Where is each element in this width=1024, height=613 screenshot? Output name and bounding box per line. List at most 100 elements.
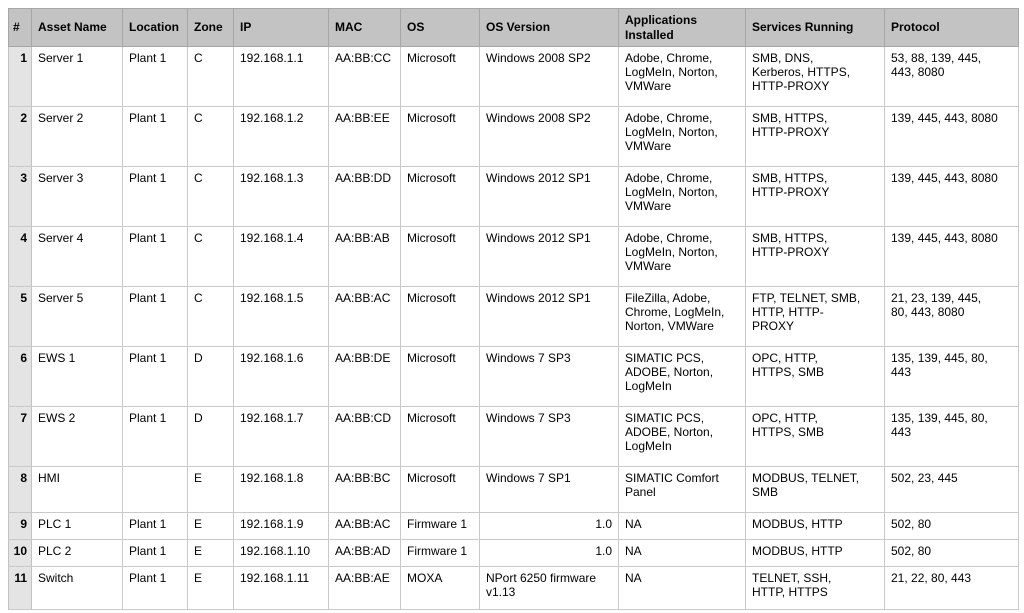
- table-header: # Asset Name Location Zone IP MAC OS OS Version…: [8, 8, 1019, 47]
- cell-location: Plant 1: [122, 226, 188, 287]
- cell-asset-name: Server 3: [31, 166, 123, 227]
- cell-services-running: OPC, HTTP, HTTPS, SMB: [745, 406, 885, 467]
- cell-os-version: 1.0: [479, 512, 619, 540]
- cell-zone: E: [187, 566, 234, 610]
- cell-protocol: 502, 80: [884, 512, 1019, 540]
- cell-services-running: SMB, HTTPS, HTTP-PROXY: [745, 226, 885, 287]
- cell-mac: AA:BB:AC: [328, 286, 401, 347]
- cell-os: Microsoft: [400, 106, 480, 167]
- cell-mac: AA:BB:DD: [328, 166, 401, 227]
- cell-mac: AA:BB:AD: [328, 539, 401, 567]
- column-header-asset-name: Asset Name: [31, 8, 123, 47]
- cell-ip: 192.168.1.6: [233, 346, 329, 407]
- table-row: 1 Server 1 Plant 1 C 192.168.1.1 AA:BB:CC Micr…: [8, 46, 1019, 107]
- table-row: 9 PLC 1 Plant 1 E 192.168.1.9 AA:BB:AC Firmwar…: [8, 512, 1019, 540]
- table-row: 6 EWS 1 Plant 1 D 192.168.1.6 AA:BB:DE Microso…: [8, 346, 1019, 407]
- cell-os: Microsoft: [400, 166, 480, 227]
- cell-asset-name: EWS 2: [31, 406, 123, 467]
- cell-applications-installed: Adobe, Chrome, LogMeIn, Norton, VMWare: [618, 106, 746, 167]
- column-header-os: OS: [400, 8, 480, 47]
- cell-protocol: 21, 22, 80, 443: [884, 566, 1019, 610]
- cell-zone: C: [187, 166, 234, 227]
- cell-protocol: 53, 88, 139, 445, 443, 8080: [884, 46, 1019, 107]
- cell-os: Microsoft: [400, 46, 480, 107]
- cell-num: 5: [8, 286, 32, 347]
- cell-applications-installed: Adobe, Chrome, LogMeIn, Norton, VMWare: [618, 166, 746, 227]
- cell-os-version: Windows 2012 SP1: [479, 166, 619, 227]
- cell-services-running: TELNET, SSH, HTTP, HTTPS: [745, 566, 885, 610]
- cell-os-version: Windows 7 SP1: [479, 466, 619, 513]
- cell-os-version: Windows 2012 SP1: [479, 286, 619, 347]
- cell-os: Firmware 1: [400, 512, 480, 540]
- cell-mac: AA:BB:AB: [328, 226, 401, 287]
- cell-ip: 192.168.1.10: [233, 539, 329, 567]
- table-row: 7 EWS 2 Plant 1 D 192.168.1.7 AA:BB:CD Microso…: [8, 406, 1019, 467]
- cell-os-version: Windows 7 SP3: [479, 406, 619, 467]
- cell-num: 2: [8, 106, 32, 167]
- cell-ip: 192.168.1.9: [233, 512, 329, 540]
- cell-location: Plant 1: [122, 512, 188, 540]
- cell-ip: 192.168.1.3: [233, 166, 329, 227]
- cell-num: 9: [8, 512, 32, 540]
- cell-zone: E: [187, 539, 234, 567]
- cell-services-running: OPC, HTTP, HTTPS, SMB: [745, 346, 885, 407]
- asset-inventory-sheet: # Asset Name Location Zone IP MAC OS OS Version…: [8, 8, 1019, 610]
- cell-services-running: FTP, TELNET, SMB, HTTP, HTTP- PROXY: [745, 286, 885, 347]
- cell-ip: 192.168.1.2: [233, 106, 329, 167]
- cell-os-version: Windows 2012 SP1: [479, 226, 619, 287]
- cell-mac: AA:BB:BC: [328, 466, 401, 513]
- table-row: 10 PLC 2 Plant 1 E 192.168.1.10 AA:BB:AD Firmw…: [8, 539, 1019, 567]
- cell-mac: AA:BB:CC: [328, 46, 401, 107]
- cell-applications-installed: SIMATIC Comfort Panel: [618, 466, 746, 513]
- cell-asset-name: PLC 2: [31, 539, 123, 567]
- cell-services-running: SMB, DNS, Kerberos, HTTPS, HTTP-PROXY: [745, 46, 885, 107]
- cell-applications-installed: Adobe, Chrome, LogMeIn, Norton, VMWare: [618, 46, 746, 107]
- cell-num: 10: [8, 539, 32, 567]
- table-row: 2 Server 2 Plant 1 C 192.168.1.2 AA:BB:EE Micr…: [8, 106, 1019, 167]
- cell-protocol: 139, 445, 443, 8080: [884, 166, 1019, 227]
- cell-applications-installed: SIMATIC PCS, ADOBE, Norton, LogMeIn: [618, 346, 746, 407]
- cell-mac: AA:BB:AE: [328, 566, 401, 610]
- cell-zone: E: [187, 512, 234, 540]
- column-header-os-version: OS Version: [479, 8, 619, 47]
- cell-ip: 192.168.1.7: [233, 406, 329, 467]
- cell-os-version: 1.0: [479, 539, 619, 567]
- cell-num: 1: [8, 46, 32, 107]
- cell-protocol: 135, 139, 445, 80, 443: [884, 406, 1019, 467]
- cell-os: Microsoft: [400, 406, 480, 467]
- cell-num: 7: [8, 406, 32, 467]
- cell-protocol: 502, 23, 445: [884, 466, 1019, 513]
- cell-zone: D: [187, 346, 234, 407]
- cell-os-version: Windows 7 SP3: [479, 346, 619, 407]
- cell-location: Plant 1: [122, 539, 188, 567]
- cell-location: Plant 1: [122, 46, 188, 107]
- cell-num: 6: [8, 346, 32, 407]
- cell-num: 3: [8, 166, 32, 227]
- table-row: 5 Server 5 Plant 1 C 192.168.1.5 AA:BB:AC Micr…: [8, 286, 1019, 347]
- cell-os-version: Windows 2008 SP2: [479, 106, 619, 167]
- cell-asset-name: PLC 1: [31, 512, 123, 540]
- cell-services-running: SMB, HTTPS, HTTP-PROXY: [745, 106, 885, 167]
- column-header-protocol: Protocol: [884, 8, 1019, 47]
- cell-ip: 192.168.1.5: [233, 286, 329, 347]
- cell-location: Plant 1: [122, 286, 188, 347]
- cell-protocol: 135, 139, 445, 80, 443: [884, 346, 1019, 407]
- cell-applications-installed: NA: [618, 539, 746, 567]
- cell-zone: C: [187, 106, 234, 167]
- cell-services-running: SMB, HTTPS, HTTP-PROXY: [745, 166, 885, 227]
- cell-zone: D: [187, 406, 234, 467]
- cell-ip: 192.168.1.8: [233, 466, 329, 513]
- cell-os: Microsoft: [400, 346, 480, 407]
- cell-zone: E: [187, 466, 234, 513]
- cell-location: Plant 1: [122, 566, 188, 610]
- cell-location: Plant 1: [122, 106, 188, 167]
- cell-protocol: 139, 445, 443, 8080: [884, 226, 1019, 287]
- cell-num: 8: [8, 466, 32, 513]
- column-header-services-running: Services Running: [745, 8, 885, 47]
- cell-asset-name: Switch: [31, 566, 123, 610]
- cell-location: Plant 1: [122, 346, 188, 407]
- cell-services-running: MODBUS, HTTP: [745, 539, 885, 567]
- cell-applications-installed: NA: [618, 566, 746, 610]
- cell-protocol: 502, 80: [884, 539, 1019, 567]
- asset-inventory-table: # Asset Name Location Zone IP MAC OS OS Version…: [8, 8, 1019, 610]
